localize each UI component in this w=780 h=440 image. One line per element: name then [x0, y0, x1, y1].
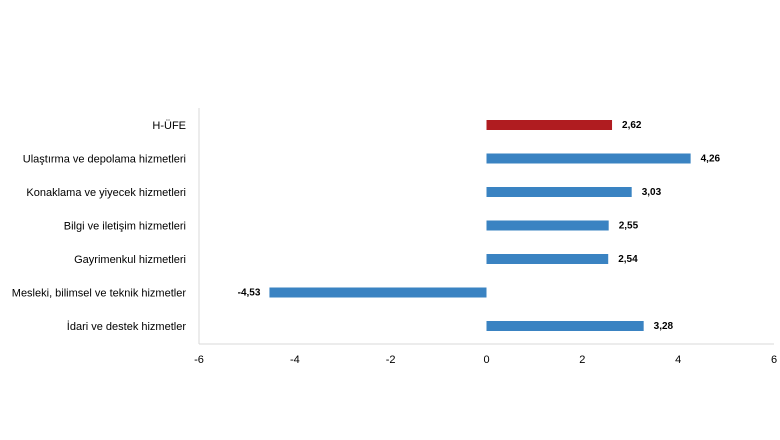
data-label: 2,55: [619, 221, 639, 232]
data-label: 2,54: [618, 254, 638, 265]
x-tick-label: -4: [290, 354, 300, 366]
data-label: -4,53: [238, 288, 261, 299]
bars-group: [269, 120, 691, 331]
bar: [269, 287, 487, 298]
category-label: H-ÜFE: [152, 120, 186, 132]
bar: [486, 153, 691, 164]
data-label: 4,26: [701, 154, 721, 165]
category-label: İdari ve destek hizmetler: [67, 320, 187, 333]
category-label: Ulaştırma ve depolama hizmetleri: [23, 154, 186, 166]
x-tick-label: -6: [194, 354, 204, 366]
data-label: 2,62: [622, 120, 642, 131]
x-tick-label: -2: [386, 354, 396, 366]
tick-labels: -6 -4 -2 0 2 4 6: [194, 354, 777, 366]
x-tick-label: 6: [771, 354, 777, 366]
category-labels: H-ÜFE Ulaştırma ve depolama hizmetleri Kon…: [12, 120, 187, 333]
bar: [486, 220, 609, 231]
category-label: Konaklama ve yiyecek hizmetleri: [26, 187, 186, 199]
bar: [486, 120, 613, 130]
category-label: Bilgi ve iletişim hizmetleri: [64, 221, 186, 233]
axes: [198, 108, 774, 345]
bar: [486, 254, 609, 264]
x-tick-label: 4: [675, 354, 681, 366]
bar: [486, 187, 632, 197]
x-tick-label: 2: [579, 354, 585, 366]
category-label: Mesleki, bilimsel ve teknik hizmetler: [12, 288, 187, 300]
data-labels: 2,62 4,26 3,03 2,55 2,54 -4,53 3,28: [238, 120, 721, 332]
x-tick-label: 0: [483, 354, 489, 366]
bar: [486, 321, 644, 331]
data-label: 3,03: [642, 187, 662, 198]
category-label: Gayrimenkul hizmetleri: [74, 254, 186, 266]
data-label: 3,28: [654, 321, 674, 332]
